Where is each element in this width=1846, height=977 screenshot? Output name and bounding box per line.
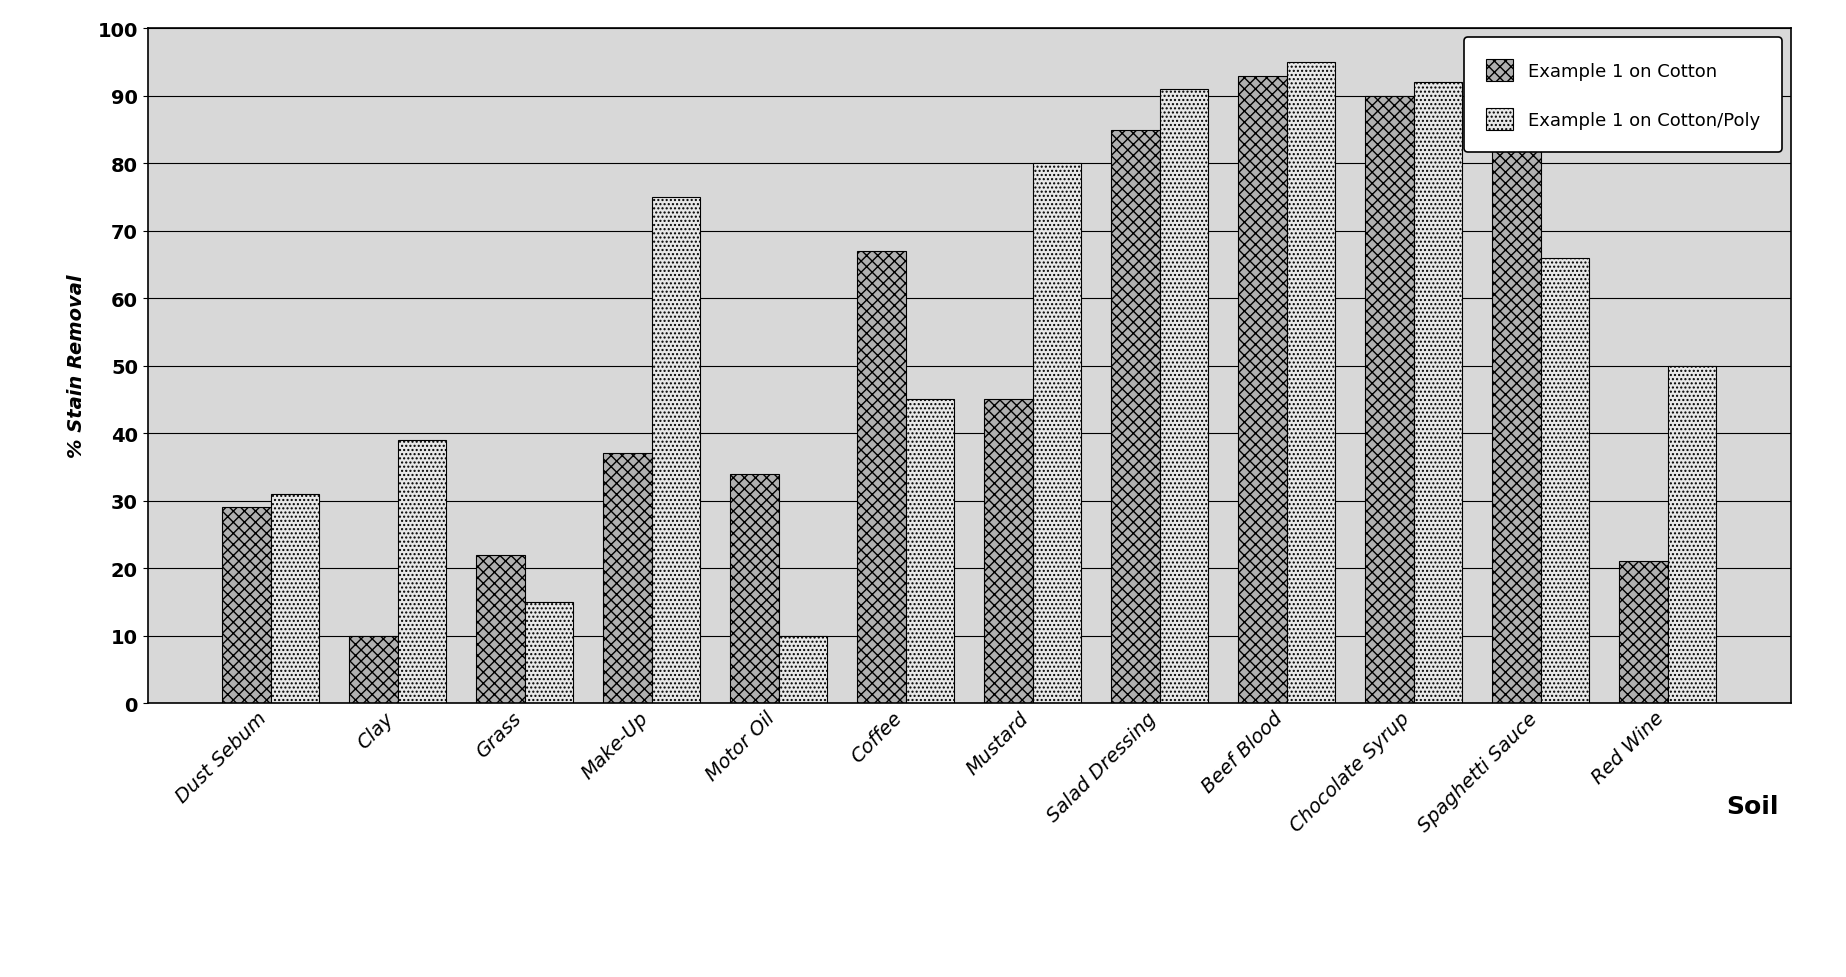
Bar (349, 636, 397, 703)
Text: Soil: Soil (1726, 794, 1778, 818)
Bar (652, 197, 700, 703)
Bar (604, 454, 652, 703)
Bar (906, 401, 954, 703)
Bar (1239, 76, 1287, 703)
Bar (397, 441, 447, 703)
Bar (857, 252, 906, 703)
Bar (1366, 97, 1414, 703)
Bar (1032, 164, 1082, 703)
Bar (731, 474, 779, 703)
Bar (1159, 90, 1207, 703)
Bar (779, 636, 827, 703)
Bar (1492, 110, 1541, 703)
Bar (524, 602, 572, 703)
Bar (1541, 259, 1589, 703)
Bar (1111, 131, 1159, 703)
Bar (1619, 562, 1667, 703)
Bar (1414, 83, 1462, 703)
Bar (271, 494, 319, 703)
Bar (984, 401, 1032, 703)
Bar (476, 555, 524, 703)
Bar (222, 508, 271, 703)
Bar (1287, 63, 1335, 703)
Bar (1667, 366, 1717, 703)
Y-axis label: % Stain Removal: % Stain Removal (68, 275, 87, 458)
Legend: Example 1 on Cotton, Example 1 on Cotton/Poly: Example 1 on Cotton, Example 1 on Cotton… (1464, 38, 1781, 152)
